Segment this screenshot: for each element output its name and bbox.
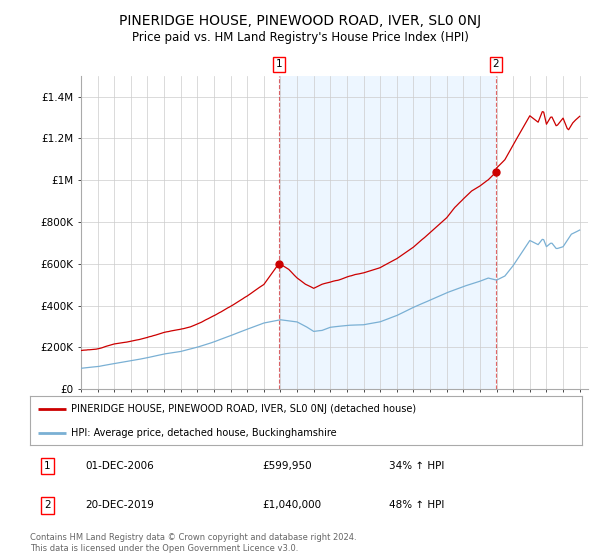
Text: 48% ↑ HPI: 48% ↑ HPI [389, 501, 444, 510]
Text: 01-DEC-2006: 01-DEC-2006 [85, 461, 154, 471]
Text: 34% ↑ HPI: 34% ↑ HPI [389, 461, 444, 471]
Text: £599,950: £599,950 [262, 461, 311, 471]
Text: £1,040,000: £1,040,000 [262, 501, 321, 510]
Point [274, 259, 284, 268]
Text: PINERIDGE HOUSE, PINEWOOD ROAD, IVER, SL0 0NJ (detached house): PINERIDGE HOUSE, PINEWOOD ROAD, IVER, SL… [71, 404, 416, 414]
Text: HPI: Average price, detached house, Buckinghamshire: HPI: Average price, detached house, Buck… [71, 428, 337, 438]
Text: 20-DEC-2019: 20-DEC-2019 [85, 501, 154, 510]
Text: 1: 1 [44, 461, 50, 471]
Text: Contains HM Land Registry data © Crown copyright and database right 2024.
This d: Contains HM Land Registry data © Crown c… [30, 533, 356, 553]
Bar [279, 76, 496, 389]
Text: 2: 2 [493, 59, 499, 69]
Text: 2: 2 [44, 501, 50, 510]
Point [491, 167, 500, 176]
Text: PINERIDGE HOUSE, PINEWOOD ROAD, IVER, SL0 0NJ: PINERIDGE HOUSE, PINEWOOD ROAD, IVER, SL… [119, 14, 481, 28]
Text: 1: 1 [276, 59, 283, 69]
Text: Price paid vs. HM Land Registry's House Price Index (HPI): Price paid vs. HM Land Registry's House … [131, 31, 469, 44]
